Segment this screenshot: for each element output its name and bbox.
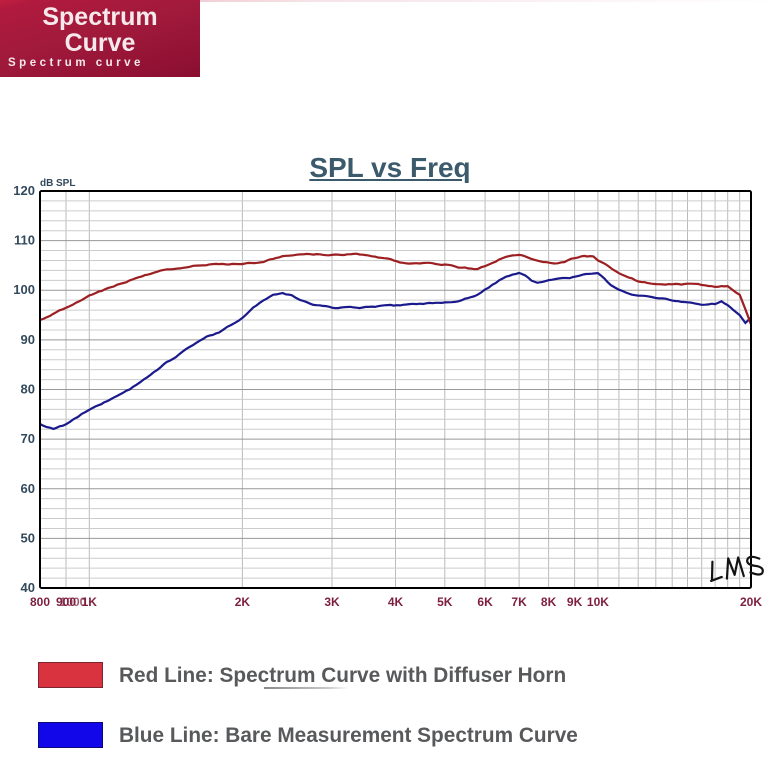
- svg-text:80: 80: [21, 382, 35, 397]
- svg-text:110: 110: [14, 233, 35, 248]
- svg-text:90: 90: [21, 332, 35, 347]
- svg-text:SPL: SPL: [56, 178, 75, 189]
- svg-text:3K: 3K: [324, 595, 340, 609]
- svg-text:8K: 8K: [541, 595, 557, 609]
- svg-text:7K: 7K: [511, 595, 527, 609]
- svg-text:1K: 1K: [82, 595, 98, 609]
- svg-text:9K: 9K: [567, 595, 583, 609]
- svg-text:800: 800: [30, 595, 50, 609]
- svg-text:2K: 2K: [235, 595, 251, 609]
- svg-text:10K: 10K: [587, 595, 609, 609]
- svg-text:dB: dB: [40, 178, 53, 189]
- svg-text:20K: 20K: [740, 595, 762, 609]
- svg-text:120: 120: [13, 183, 35, 198]
- svg-text:50: 50: [21, 530, 35, 545]
- svg-text:60: 60: [21, 481, 35, 496]
- svg-text:40: 40: [21, 580, 35, 595]
- svg-text:100: 100: [13, 282, 35, 297]
- svg-text:6K: 6K: [477, 595, 493, 609]
- svg-text:4K: 4K: [388, 595, 404, 609]
- svg-text:5K: 5K: [437, 595, 453, 609]
- svg-text:70: 70: [21, 431, 35, 446]
